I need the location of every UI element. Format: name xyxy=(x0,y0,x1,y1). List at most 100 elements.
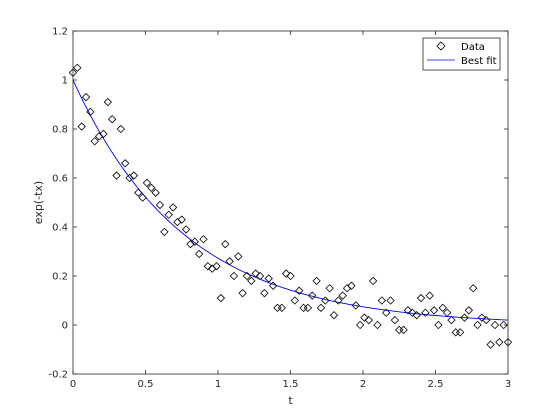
data-point xyxy=(464,306,474,315)
data-point xyxy=(160,227,169,237)
data-point xyxy=(216,293,226,303)
data-point xyxy=(194,249,204,259)
y-tick-label: 1 xyxy=(62,76,68,87)
x-tick-label: 1 xyxy=(215,379,221,390)
data-point xyxy=(86,107,95,117)
data-point xyxy=(190,237,199,246)
y-tick-label: 0.2 xyxy=(52,272,68,283)
data-point xyxy=(90,137,99,146)
x-tick-label: 1.5 xyxy=(283,379,299,390)
plot-background xyxy=(73,31,508,374)
data-point xyxy=(355,320,365,330)
data-point xyxy=(368,276,378,286)
data-point xyxy=(390,315,400,325)
data-point xyxy=(490,320,500,330)
data-point xyxy=(364,315,373,325)
data-point xyxy=(347,281,356,290)
data-point xyxy=(321,296,330,305)
data-point xyxy=(351,301,360,310)
data-point xyxy=(268,281,278,290)
x-axis-label: t xyxy=(288,394,293,407)
data-point xyxy=(303,303,313,313)
y-axis-label: exp(-tx) xyxy=(32,181,45,224)
data-point xyxy=(460,313,469,322)
legend-fit-label: Best fit xyxy=(461,56,497,67)
data-point xyxy=(134,188,143,197)
data-point xyxy=(477,313,487,322)
data-point xyxy=(147,183,156,192)
data-point xyxy=(386,296,395,305)
data-point xyxy=(177,215,186,224)
data-point xyxy=(403,306,413,315)
data-point xyxy=(482,315,491,325)
data-point xyxy=(416,293,426,303)
data-point xyxy=(73,63,82,72)
data-point xyxy=(225,257,234,266)
data-point xyxy=(499,320,508,330)
data-point xyxy=(329,311,339,320)
data-point xyxy=(155,200,165,210)
legend: Data Best fit xyxy=(422,37,501,71)
x-tick-label: 0 xyxy=(70,379,76,390)
data-point xyxy=(212,262,221,271)
data-point xyxy=(203,262,213,271)
data-point xyxy=(486,340,495,349)
data-point xyxy=(425,291,434,300)
data-point xyxy=(373,320,382,330)
data-point xyxy=(360,313,369,322)
x-tick-label: 2 xyxy=(360,379,366,390)
data-point xyxy=(295,286,304,295)
y-tick-label: 1.2 xyxy=(52,27,68,38)
data-point xyxy=(399,325,408,335)
y-tick-label: 0 xyxy=(62,321,68,332)
data-point xyxy=(412,311,421,320)
data-point xyxy=(455,328,465,337)
data-point xyxy=(382,308,391,317)
data-point xyxy=(199,235,208,244)
legend-data-marker xyxy=(436,41,446,51)
data-point xyxy=(77,122,86,131)
data-point xyxy=(107,115,117,124)
data-point xyxy=(247,276,256,286)
data-point xyxy=(121,159,130,168)
data-point xyxy=(277,303,286,313)
data-point xyxy=(438,303,447,313)
data-point xyxy=(286,271,295,281)
data-point xyxy=(434,320,443,330)
data-point xyxy=(251,269,260,278)
y-tick-label: 0.6 xyxy=(52,174,68,185)
data-point xyxy=(408,308,417,317)
data-point xyxy=(447,315,456,325)
data-point xyxy=(338,291,347,300)
data-point xyxy=(469,284,478,293)
data-point xyxy=(221,239,230,249)
data-point xyxy=(142,178,152,188)
data-point xyxy=(429,306,439,315)
x-tick-label: 0.5 xyxy=(138,379,154,390)
data-points-layer xyxy=(68,63,513,349)
data-point xyxy=(308,291,317,300)
data-point xyxy=(290,296,300,305)
data-point xyxy=(316,303,326,313)
data-point xyxy=(81,92,91,102)
legend-data-label: Data xyxy=(461,42,485,53)
y-tick-label: 0.8 xyxy=(52,125,68,136)
data-point xyxy=(473,320,482,330)
data-point xyxy=(495,337,504,347)
data-point xyxy=(181,225,191,234)
data-point xyxy=(260,288,269,298)
data-point xyxy=(234,252,243,261)
data-point xyxy=(116,124,126,134)
data-point xyxy=(325,284,334,293)
data-point xyxy=(168,203,178,212)
y-tick-label: -0.2 xyxy=(48,370,68,381)
y-tick-label: 0.4 xyxy=(52,223,68,234)
data-point xyxy=(242,271,252,281)
data-point xyxy=(229,271,239,281)
data-point xyxy=(103,97,112,107)
data-point xyxy=(138,193,147,202)
x-tick-label: 3 xyxy=(505,379,511,390)
data-point xyxy=(442,308,452,317)
data-point xyxy=(151,188,160,197)
